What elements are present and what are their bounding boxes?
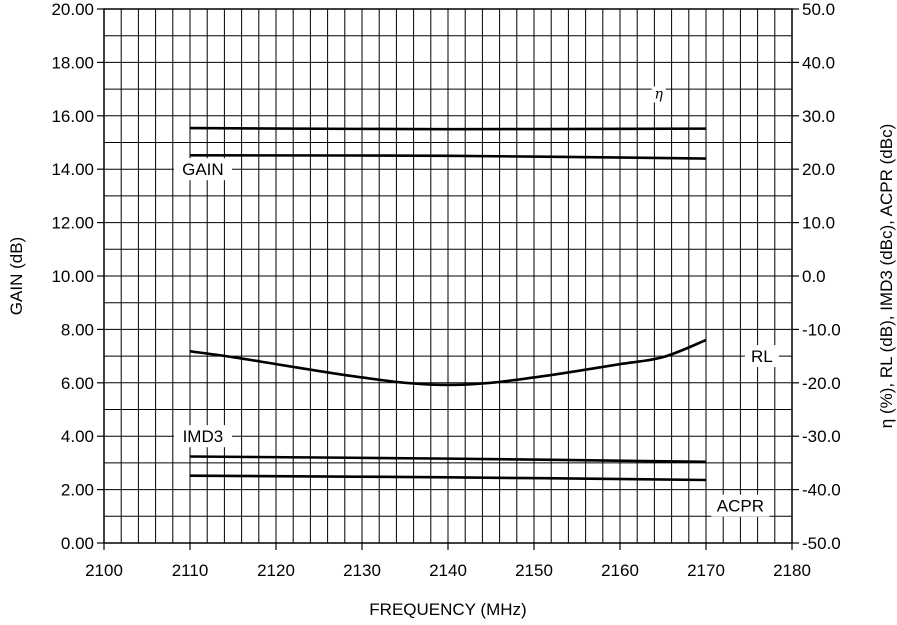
x-tick-label: 2110 — [172, 561, 209, 580]
left-tick-label: 6.00 — [61, 374, 94, 393]
left-tick-label: 8.00 — [61, 320, 94, 339]
left-tick-label: 4.00 — [61, 427, 94, 446]
right-tick-label: 40.0 — [802, 53, 835, 72]
right-tick-label: -40.0 — [802, 481, 841, 500]
right-tick-label: -10.0 — [802, 320, 841, 339]
series-line-rl — [189, 338, 707, 387]
series-label-bg-eta — [651, 86, 666, 103]
right-tick-label: -50.0 — [802, 534, 841, 553]
series-label-gain: GAIN — [182, 160, 224, 179]
series-label-rl: RL — [751, 347, 773, 366]
series-label-bg-gain — [173, 158, 232, 181]
grid — [104, 9, 792, 543]
series-label-imd3: IMD3 — [183, 427, 224, 446]
x-tick-label: 2180 — [773, 561, 811, 580]
series-layer — [189, 126, 707, 482]
left-tick-label: 0.00 — [61, 534, 94, 553]
left-axis-title: GAIN (dB) — [7, 237, 26, 315]
x-tick-label: 2100 — [85, 561, 123, 580]
left-tick-label: 14.00 — [51, 160, 94, 179]
right-tick-label: 10.0 — [802, 214, 835, 233]
left-tick-label: 18.00 — [51, 53, 94, 72]
x-tick-label: 2120 — [257, 561, 295, 580]
right-tick-label: -30.0 — [802, 427, 841, 446]
x-tick-label: 2130 — [343, 561, 381, 580]
series-labels: η GAIN RL IMD3 ACPR — [173, 86, 779, 517]
left-tick-label: 20.00 — [51, 0, 94, 19]
series-line-imd3 — [189, 455, 707, 464]
right-axis-ticks: -50.0 -40.0 -30.0 -20.0 -10.0 0.0 10.0 20.0 30.0… — [792, 0, 841, 553]
x-axis-title: FREQUENCY (MHz) — [369, 600, 526, 619]
series-label-acpr: ACPR — [717, 497, 764, 516]
series-line-gain — [189, 154, 707, 160]
left-tick-label: 10.00 — [51, 267, 94, 286]
left-tick-label: 12.00 — [51, 214, 94, 233]
x-tick-label: 2160 — [601, 561, 639, 580]
series-line-eta — [189, 126, 707, 131]
series-line-acpr — [189, 474, 707, 482]
left-axis-ticks: 0.00 2.00 4.00 6.00 8.00 10.00 12.00 14.00 16.00… — [51, 0, 104, 553]
left-tick-label: 2.00 — [61, 481, 94, 500]
series-label-bg-imd3 — [173, 425, 232, 448]
right-axis-title: η (%), RL (dB), IMD3 (dBc), ACPR (dBc) — [877, 124, 896, 428]
x-tick-label: 2170 — [687, 561, 725, 580]
series-label-eta: η — [655, 86, 664, 102]
right-tick-label: 0.0 — [802, 267, 826, 286]
series-label-bg-rl — [744, 345, 779, 368]
right-tick-label: 50.0 — [802, 0, 835, 19]
right-tick-label: 30.0 — [802, 107, 835, 126]
x-tick-label: 2140 — [429, 561, 467, 580]
right-tick-label: -20.0 — [802, 374, 841, 393]
x-tick-label: 2150 — [515, 561, 553, 580]
left-tick-label: 16.00 — [51, 107, 94, 126]
x-axis-ticks: 2100 2110 2120 2130 2140 2150 2160 2170 2180 — [85, 543, 811, 580]
series-label-bg-acpr — [711, 494, 770, 517]
right-tick-label: 20.0 — [802, 160, 835, 179]
